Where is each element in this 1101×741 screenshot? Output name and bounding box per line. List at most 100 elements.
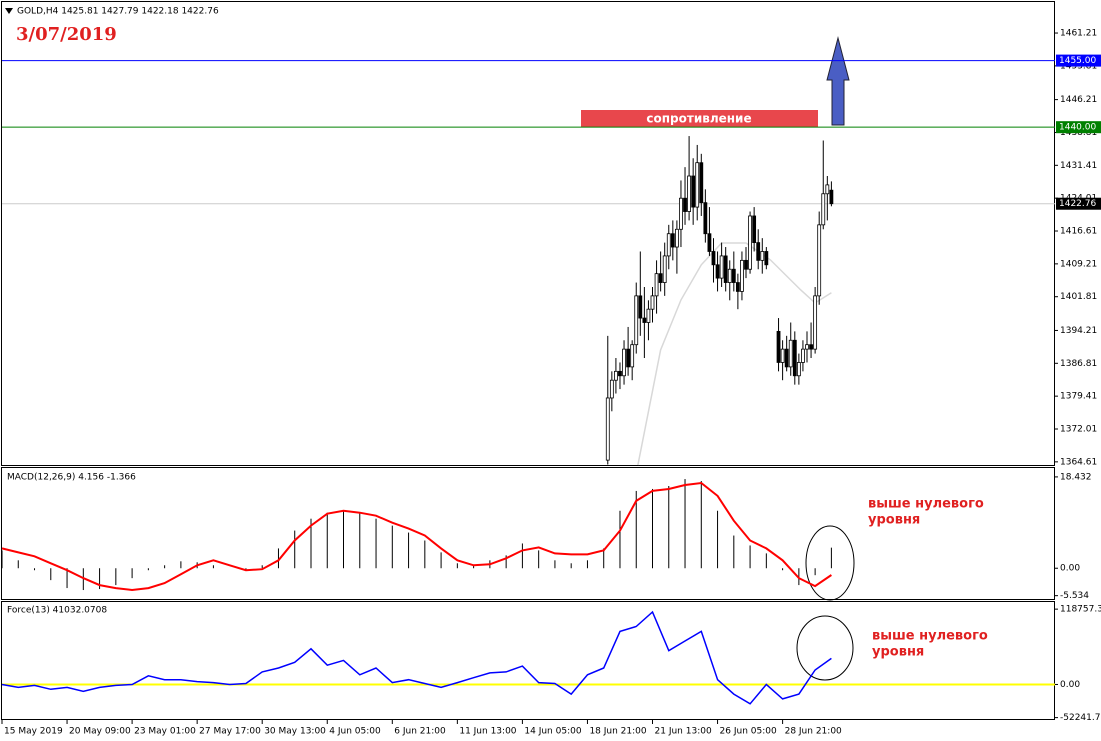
candle-body (691, 175, 696, 208)
candle-body (662, 255, 667, 283)
highlight-circle (805, 525, 855, 601)
candle-body (711, 251, 716, 266)
candle-body (817, 224, 822, 297)
x-tick-label: 4 Jun 05:00 (329, 727, 381, 737)
x-tick-label: 26 Jun 05:00 (720, 727, 777, 737)
date-annotation: 3/07/2019 (16, 24, 117, 45)
x-tick-label: 23 May 01:00 (134, 727, 196, 737)
x-tick-label: 28 Jun 21:00 (785, 727, 842, 737)
candle-body (825, 184, 830, 195)
last-price-label: 1422.76 (1059, 199, 1096, 209)
candle-body (634, 295, 639, 346)
candle-body (699, 162, 704, 204)
x-tick-label: 15 May 2019 (4, 727, 63, 737)
y-tick-label: 1431.41 (1060, 161, 1097, 171)
y-tick-label: 1394.21 (1060, 326, 1097, 336)
y-tick-label: 0.00 (1060, 564, 1080, 574)
candle-body (614, 370, 618, 381)
x-tick-label: 21 Jun 13:00 (655, 727, 712, 737)
y-tick-label: 118757.31 (1060, 605, 1101, 615)
candle-body (809, 344, 813, 350)
force-title: Force(13) 41032.0708 (7, 606, 107, 616)
highlight-circle (796, 615, 854, 681)
up-arrow (826, 36, 850, 126)
signal-line (1, 481, 832, 592)
force-note: уровня (872, 645, 924, 660)
candle-body (731, 268, 736, 283)
symbol-icon (5, 8, 13, 14)
candle-body (776, 330, 781, 363)
x-tick-label: 11 Jun 13:00 (459, 727, 516, 737)
y-tick-label: 18.432 (1060, 472, 1092, 482)
macd-panel (1, 467, 1055, 600)
candle-body (658, 273, 663, 283)
candle-body (764, 251, 769, 266)
candle-body (805, 344, 809, 350)
candle-body (788, 339, 793, 368)
candle-body (780, 348, 785, 363)
candle-body (605, 397, 610, 461)
candle-body (666, 233, 671, 257)
candle-body (646, 308, 651, 323)
candle-body (715, 264, 720, 279)
level-box (1056, 54, 1101, 67)
y-tick-label: 1379.41 (1060, 392, 1097, 402)
x-tick-label: 20 May 09:00 (69, 727, 131, 737)
candle-body (740, 259, 744, 292)
y-tick-label: 1372.01 (1060, 424, 1097, 434)
candle-body (723, 255, 728, 283)
x-tick-label: 6 Jun 21:00 (394, 727, 446, 737)
candle-body (744, 259, 748, 270)
moving-average (637, 242, 832, 466)
candle-body (752, 215, 757, 244)
level-box (1056, 121, 1101, 134)
candle-body (813, 295, 818, 350)
force-line (1, 610, 832, 705)
y-tick-label: 1446.21 (1060, 95, 1097, 105)
candle-body (626, 348, 631, 368)
candle-body (796, 362, 801, 377)
candle-body (727, 268, 732, 283)
candle-body (609, 379, 614, 399)
candle-body (687, 175, 691, 212)
candle-body (630, 344, 635, 368)
candle-body (638, 295, 643, 319)
candle-body (683, 197, 687, 212)
candle-body (719, 255, 724, 279)
x-tick-label: 30 May 13:00 (264, 727, 326, 737)
candle-body (622, 348, 626, 377)
candle-body (784, 348, 789, 368)
y-tick-label: 1416.61 (1060, 227, 1097, 237)
resistance-box (581, 110, 818, 127)
level-label: 1455.00 (1059, 56, 1096, 66)
x-tick-label: 14 Jun 05:00 (524, 727, 581, 737)
y-tick-label: 1364.61 (1060, 457, 1097, 467)
price-title: GOLD,H4 1425.81 1427.79 1422.18 1422.76 (17, 7, 219, 17)
candle-body (707, 233, 712, 252)
level-label: 1440.00 (1059, 123, 1096, 133)
last-price-box (1056, 197, 1101, 210)
candle-body (670, 233, 675, 248)
x-tick-label: 27 May 17:00 (199, 727, 261, 737)
candle-body (748, 215, 752, 270)
candle-body (650, 295, 655, 310)
candle-body (760, 251, 765, 261)
y-tick-label: 1386.81 (1060, 359, 1097, 369)
resistance-label: сопротивление (646, 112, 751, 126)
candle-body (642, 317, 647, 323)
candle-body (703, 202, 708, 235)
candle-body (679, 197, 683, 230)
macd-note: выше нулевого (868, 497, 984, 512)
candle-body (821, 193, 826, 226)
y-tick-label: 1461.21 (1060, 29, 1097, 39)
y-tick-label: -52241.79 (1060, 713, 1101, 723)
candle-body (735, 282, 740, 292)
candle-body (829, 189, 834, 205)
y-tick-label: 0.00 (1060, 680, 1080, 690)
y-tick-label: -5.534 (1060, 591, 1089, 601)
candle-body (756, 242, 761, 261)
candle-body (695, 162, 700, 208)
candle-body (792, 339, 797, 377)
